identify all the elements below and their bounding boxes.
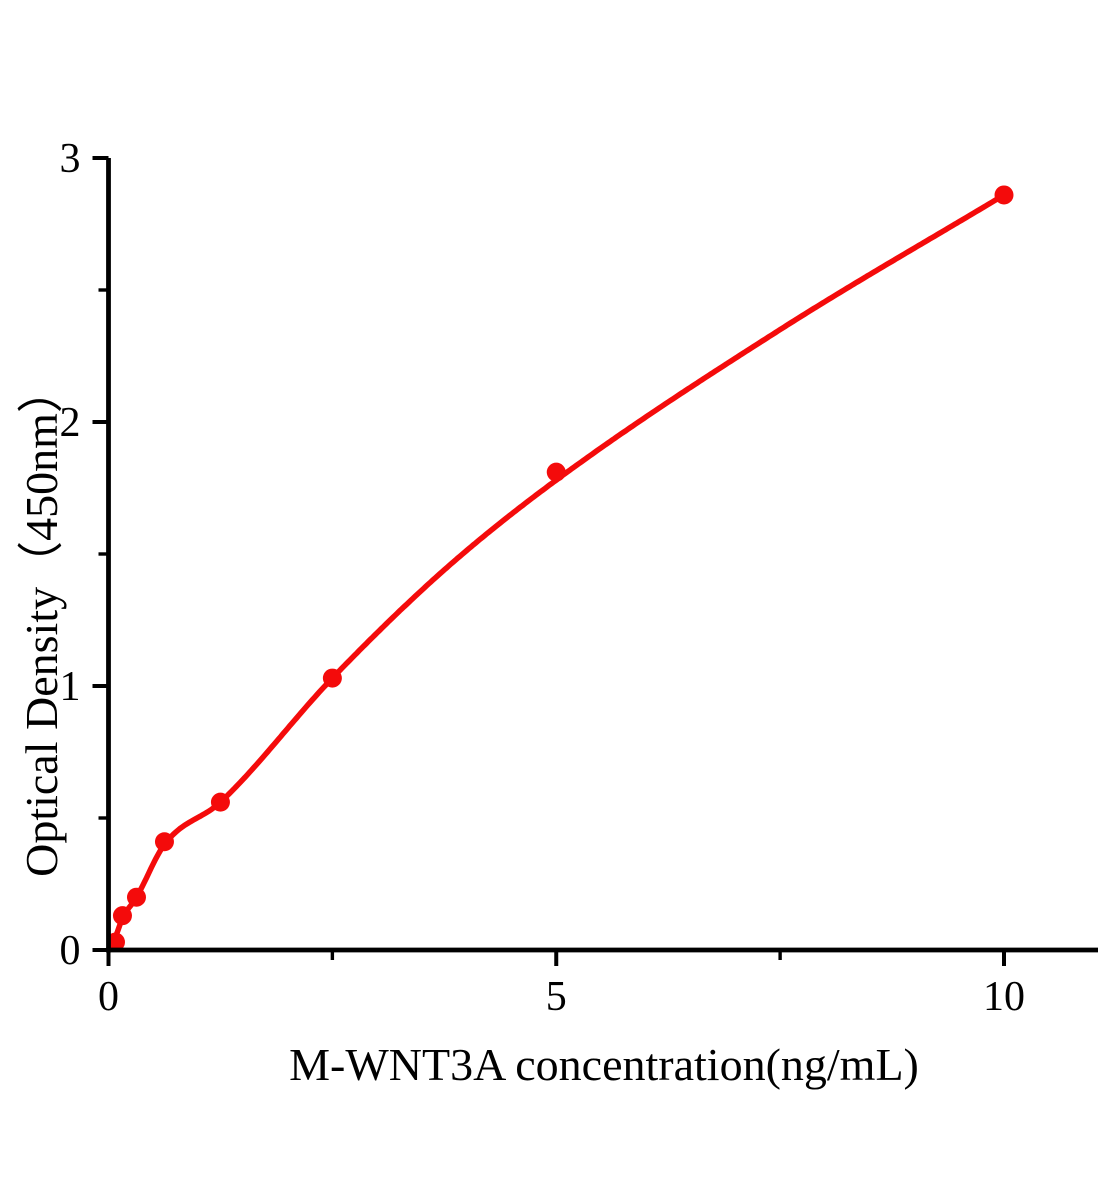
data-point-marker: [154, 832, 174, 852]
x-tick-label: 5: [546, 974, 567, 1020]
data-point-marker: [108, 932, 125, 950]
data-point-marker: [112, 906, 132, 926]
x-tick-label: 0: [98, 974, 119, 1020]
data-point-marker: [322, 668, 342, 688]
fit-curve-line: [108, 192, 1006, 950]
x-axis-title: M-WNT3A concentration(ng/mL): [289, 1039, 919, 1090]
y-axis-title: Optical Density（450nm）: [16, 367, 67, 877]
y-tick-label: 1: [60, 664, 81, 710]
x-tick-label: 10: [983, 974, 1025, 1020]
y-tick-label: 0: [60, 928, 81, 974]
data-point-marker: [994, 185, 1014, 205]
data-point-marker: [210, 792, 230, 812]
data-point-marker: [546, 462, 566, 482]
y-tick-label: 3: [60, 136, 81, 182]
data-point-marker: [126, 887, 146, 907]
data-points: [108, 185, 1014, 950]
y-tick-label: 2: [60, 400, 81, 446]
